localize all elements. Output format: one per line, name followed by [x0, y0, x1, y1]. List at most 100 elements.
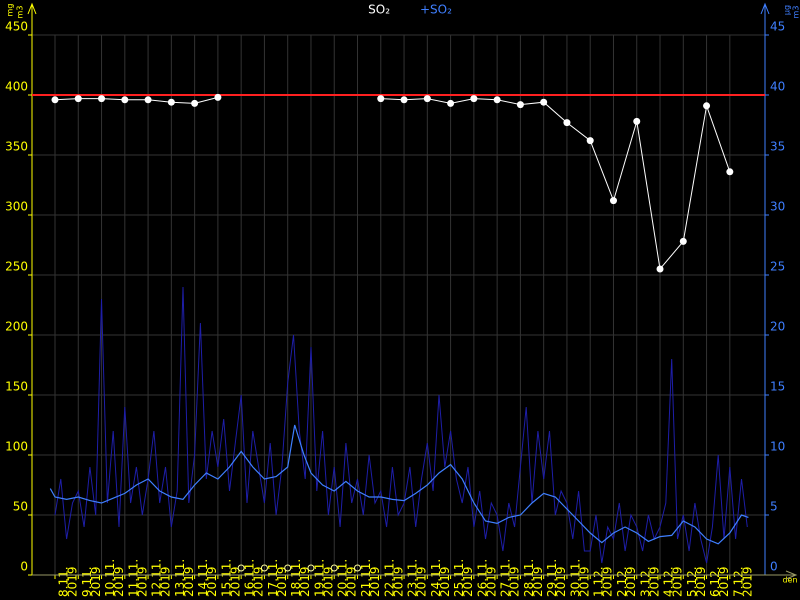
y2-tick-label: 30	[770, 200, 785, 214]
x-tick-year: 2019	[577, 566, 591, 597]
y-axis-arrow	[27, 2, 37, 15]
missing-marker	[330, 564, 338, 572]
x-tick-label: 3.12.	[638, 566, 652, 597]
y-tick-label: 400	[5, 80, 28, 94]
y2-tick-label: 10	[770, 440, 785, 454]
x-tick-label: 10.11.	[103, 559, 117, 597]
x-tick-label: 15.11.	[219, 559, 233, 597]
x-tick-label: 30.11.	[568, 559, 582, 597]
y-tick-label: 0	[20, 560, 28, 574]
x-tick-label: 23.11.	[406, 559, 420, 597]
y2-tick-label: 45	[770, 20, 785, 34]
y2-tick-label: 40	[770, 80, 785, 94]
x-tick-label: 22.11.	[382, 559, 396, 597]
point	[703, 102, 711, 110]
x-tick-label: 21.11.	[359, 559, 373, 597]
y2-tick-label: 25	[770, 260, 785, 274]
x-tick-label: 28.11.	[522, 559, 536, 597]
point	[214, 93, 222, 101]
point	[51, 96, 59, 104]
y-tick-label: 450	[5, 20, 28, 34]
x-tick-year: 2019	[438, 566, 452, 597]
y2-tick-label: 20	[770, 320, 785, 334]
x-tick-year: 2019	[298, 566, 312, 597]
y2-unit-top: µg	[783, 5, 792, 15]
series-line	[54, 286, 748, 564]
x-tick-label: 12.11.	[150, 559, 164, 597]
x-axis-label: den	[782, 576, 797, 585]
x-tick-label: 27.11.	[499, 559, 513, 597]
x-tick-label: 2.12.	[615, 566, 629, 597]
point	[167, 98, 175, 106]
point	[377, 95, 385, 103]
y-tick-label: 350	[5, 140, 28, 154]
x-tick-year: 2019	[554, 566, 568, 597]
y-tick-label: 300	[5, 200, 28, 214]
point	[633, 117, 641, 125]
x-tick-label: 26.11.	[475, 559, 489, 597]
y-tick-label: 100	[5, 440, 28, 454]
x-tick-label: 29.11.	[545, 559, 559, 597]
x-tick-year: 2019	[415, 566, 429, 597]
x-tick-year: 2019	[694, 566, 708, 597]
x-tick-year: 2019	[182, 566, 196, 597]
point	[470, 95, 478, 103]
y-tick-label: 200	[5, 320, 28, 334]
x-tick-year: 2019	[252, 566, 266, 597]
y2-tick-label: 15	[770, 380, 785, 394]
y-unit-bottom: m3	[16, 6, 25, 19]
x-tick-year: 2019	[321, 566, 335, 597]
missing-marker	[354, 564, 362, 572]
x-tick-label: 6.12.	[708, 566, 722, 597]
x-tick-year: 2019	[531, 566, 545, 597]
x-tick-label: 5.12.	[685, 566, 699, 597]
x-tick-year: 2019	[368, 566, 382, 597]
point	[563, 119, 571, 127]
legend-entry: +SO₂	[420, 3, 452, 17]
x-tick-label: 9.11.	[80, 566, 94, 597]
x-tick-year: 2019	[624, 566, 638, 597]
x-tick-label: 25.11.	[452, 559, 466, 597]
point	[516, 101, 524, 109]
point	[74, 95, 82, 103]
x-tick-label: 20.11.	[336, 559, 350, 597]
x-tick-label: 18.11.	[289, 559, 303, 597]
point	[726, 168, 734, 176]
series-line	[49, 424, 749, 545]
x-tick-year: 2019	[391, 566, 405, 597]
point	[144, 96, 152, 104]
point	[493, 96, 501, 104]
point	[586, 137, 594, 145]
x-tick-year: 2019	[461, 566, 475, 597]
y-tick-label: 150	[5, 380, 28, 394]
x-tick-year: 2019	[89, 566, 103, 597]
y-unit-top: mg	[6, 4, 15, 17]
x-tick-year: 2019	[671, 566, 685, 597]
x-tick-year: 2019	[647, 566, 661, 597]
missing-marker	[284, 564, 292, 572]
x-tick-year: 2019	[717, 566, 731, 597]
x-tick-label: 14.11.	[196, 559, 210, 597]
y2-axis-arrow	[760, 2, 770, 15]
x-tick-label: 1.12.	[592, 566, 606, 597]
point	[609, 197, 617, 205]
point	[423, 95, 431, 103]
y-tick-label: 250	[5, 260, 28, 274]
missing-marker	[237, 564, 245, 572]
y2-unit-bottom: m3	[792, 6, 800, 19]
x-tick-label: 16.11.	[243, 559, 257, 597]
x-tick-year: 2019	[205, 566, 219, 597]
x-tick-label: 8.11.	[57, 566, 71, 597]
point	[98, 95, 106, 103]
series-line	[54, 96, 731, 271]
x-tick-label: 19.11.	[312, 559, 326, 597]
point	[540, 98, 548, 106]
x-tick-label: 7.12.	[731, 566, 745, 597]
x-tick-year: 2019	[508, 566, 522, 597]
x-tick-year: 2019	[112, 566, 126, 597]
x-tick-label: 17.11.	[266, 559, 280, 597]
y2-tick-label: 0	[770, 560, 778, 574]
point	[656, 265, 664, 273]
x-tick-year: 2019	[345, 566, 359, 597]
